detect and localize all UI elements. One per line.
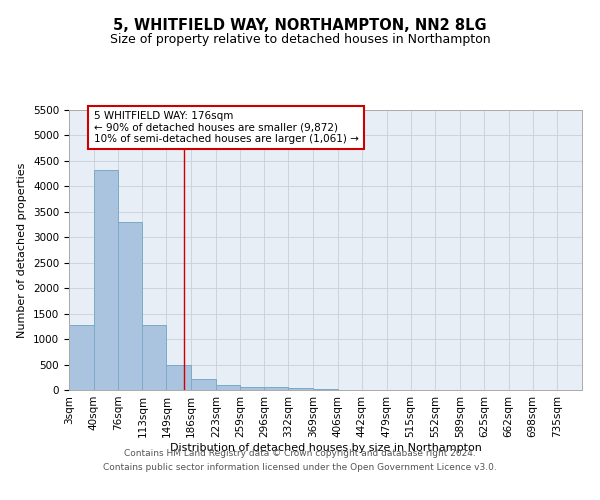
Bar xyxy=(142,325,166,390)
Bar xyxy=(216,386,240,390)
Y-axis label: Number of detached properties: Number of detached properties xyxy=(17,162,28,338)
Text: Contains HM Land Registry data © Crown copyright and database right 2024.: Contains HM Land Registry data © Crown c… xyxy=(124,448,476,458)
Text: Contains public sector information licensed under the Open Government Licence v3: Contains public sector information licen… xyxy=(103,464,497,472)
Bar xyxy=(289,388,313,390)
Text: Size of property relative to detached houses in Northampton: Size of property relative to detached ho… xyxy=(110,32,490,46)
Bar xyxy=(240,387,265,390)
Text: 5 WHITFIELD WAY: 176sqm
← 90% of detached houses are smaller (9,872)
10% of semi: 5 WHITFIELD WAY: 176sqm ← 90% of detache… xyxy=(94,111,359,144)
Bar xyxy=(118,222,142,390)
Bar xyxy=(265,387,289,390)
Bar xyxy=(166,365,191,390)
Bar xyxy=(69,326,94,390)
X-axis label: Distribution of detached houses by size in Northampton: Distribution of detached houses by size … xyxy=(170,442,481,452)
Bar xyxy=(94,170,118,390)
Bar xyxy=(191,379,216,390)
Text: 5, WHITFIELD WAY, NORTHAMPTON, NN2 8LG: 5, WHITFIELD WAY, NORTHAMPTON, NN2 8LG xyxy=(113,18,487,32)
